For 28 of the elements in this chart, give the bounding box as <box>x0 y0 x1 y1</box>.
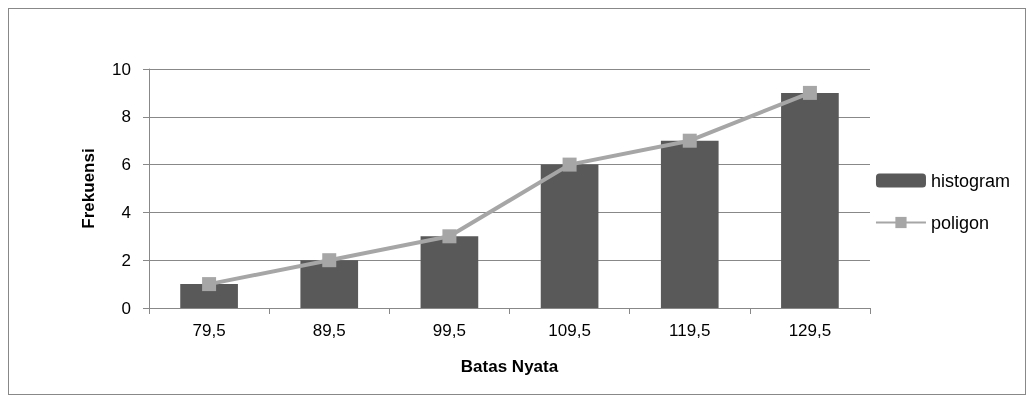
x-tick-label: 79,5 <box>192 321 226 340</box>
y-tick-label: 4 <box>121 202 131 222</box>
y-tick-label: 2 <box>121 250 131 270</box>
bar <box>660 140 719 308</box>
x-tick-label: 129,5 <box>788 321 832 340</box>
legend-label: histogram <box>930 170 1010 191</box>
x-axis-title: Batas Nyata <box>460 357 559 376</box>
x-tick-label: 119,5 <box>669 321 711 340</box>
y-axis-title: Frekuensi <box>79 148 98 229</box>
y-tick-label: 10 <box>112 59 131 79</box>
legend-label: poligon <box>930 212 990 233</box>
x-tick-label: 89,5 <box>312 321 346 340</box>
bar <box>540 164 599 308</box>
y-tick-label: 6 <box>121 155 131 175</box>
point <box>202 277 217 292</box>
point <box>322 253 337 268</box>
x-tick-label: 99,5 <box>432 321 466 340</box>
y-tick-label: 0 <box>121 298 131 318</box>
bar <box>300 260 359 308</box>
y-tick-label: 8 <box>121 107 131 127</box>
point <box>802 85 817 100</box>
bar <box>180 284 238 308</box>
bar <box>781 92 839 308</box>
point <box>682 133 697 148</box>
bar <box>420 236 479 308</box>
point <box>562 157 577 172</box>
point <box>442 229 457 244</box>
x-tick-label: 109,5 <box>548 321 591 340</box>
